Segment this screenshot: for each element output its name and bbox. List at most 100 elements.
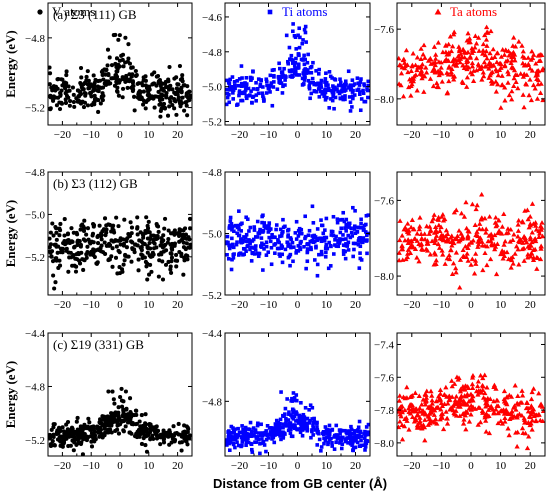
data-point <box>143 443 148 448</box>
data-point <box>143 230 148 235</box>
data-point <box>284 33 289 38</box>
data-point <box>324 71 328 76</box>
data-point <box>257 251 262 256</box>
data-point <box>480 395 487 400</box>
data-point <box>116 405 121 410</box>
data-point <box>276 75 281 79</box>
data-point <box>48 71 53 76</box>
data-point <box>481 59 488 65</box>
data-point <box>297 26 302 31</box>
data-point <box>361 225 365 230</box>
data-point <box>473 206 479 212</box>
data-point <box>488 78 495 84</box>
data-point <box>529 48 535 54</box>
data-point <box>54 103 59 108</box>
data-point <box>493 214 499 220</box>
data-point <box>319 81 323 86</box>
data-point <box>467 35 473 41</box>
data-point <box>302 62 307 67</box>
data-point <box>225 87 229 92</box>
data-point <box>355 440 360 445</box>
data-point <box>307 408 311 412</box>
data-point <box>473 40 480 46</box>
data-point <box>475 378 481 384</box>
data-point <box>484 262 490 268</box>
data-point <box>487 50 493 56</box>
data-point <box>168 99 173 104</box>
data-point <box>230 75 235 79</box>
data-point <box>236 443 241 448</box>
data-point <box>172 90 177 95</box>
data-point <box>361 91 366 96</box>
data-point <box>443 43 449 48</box>
data-point <box>168 267 173 272</box>
data-point <box>262 432 266 437</box>
data-point <box>289 53 294 58</box>
data-point <box>179 251 184 256</box>
data-point <box>178 101 183 106</box>
data-point <box>416 226 422 232</box>
data-point <box>435 39 441 45</box>
data-point <box>54 431 59 437</box>
data-point <box>85 69 90 74</box>
data-point <box>131 87 136 92</box>
data-point <box>76 94 82 99</box>
data-point <box>250 100 254 105</box>
data-point <box>117 64 122 69</box>
data-point <box>286 59 290 64</box>
data-point <box>101 227 107 232</box>
data-point <box>449 271 456 277</box>
data-point <box>160 259 165 264</box>
data-point <box>398 62 404 68</box>
data-point <box>425 413 431 418</box>
data-point <box>248 433 252 437</box>
data-point <box>324 235 329 240</box>
data-point <box>461 254 467 260</box>
data-point <box>278 417 283 422</box>
data-point <box>496 61 503 66</box>
data-point <box>455 377 461 382</box>
data-point <box>158 108 163 114</box>
data-point <box>440 426 447 432</box>
data-point <box>185 429 190 435</box>
data-point <box>134 408 139 413</box>
data-point <box>473 251 479 256</box>
data-point <box>277 66 282 71</box>
data-point <box>107 55 112 60</box>
data-point <box>127 77 132 82</box>
data-point <box>319 445 324 449</box>
data-point <box>493 89 499 94</box>
data-point <box>115 85 120 90</box>
data-point <box>407 250 414 255</box>
data-point <box>414 255 420 260</box>
data-point <box>84 252 89 257</box>
data-point <box>464 84 470 89</box>
x-axis-label: Distance from GB center (Å) <box>213 476 387 491</box>
data-point <box>484 43 490 48</box>
data-point <box>397 411 403 417</box>
data-point <box>464 402 471 407</box>
data-point <box>173 99 178 104</box>
data-point <box>523 81 530 87</box>
data-point <box>277 61 281 66</box>
data-point <box>460 411 466 417</box>
data-point <box>322 239 327 243</box>
data-point <box>261 96 266 100</box>
data-point <box>323 254 328 259</box>
data-point <box>175 258 180 263</box>
data-point <box>133 68 138 74</box>
data-point <box>447 33 454 39</box>
data-point <box>402 407 408 413</box>
data-point <box>154 83 159 88</box>
data-point <box>462 243 469 249</box>
data-point <box>234 223 238 228</box>
data-point <box>283 406 288 411</box>
data-point <box>103 233 108 238</box>
data-point <box>180 432 185 438</box>
data-point <box>266 250 271 254</box>
data-point <box>423 395 430 400</box>
data-point <box>471 68 477 73</box>
data-point <box>337 241 342 245</box>
data-point <box>264 449 268 454</box>
data-point <box>408 68 414 73</box>
